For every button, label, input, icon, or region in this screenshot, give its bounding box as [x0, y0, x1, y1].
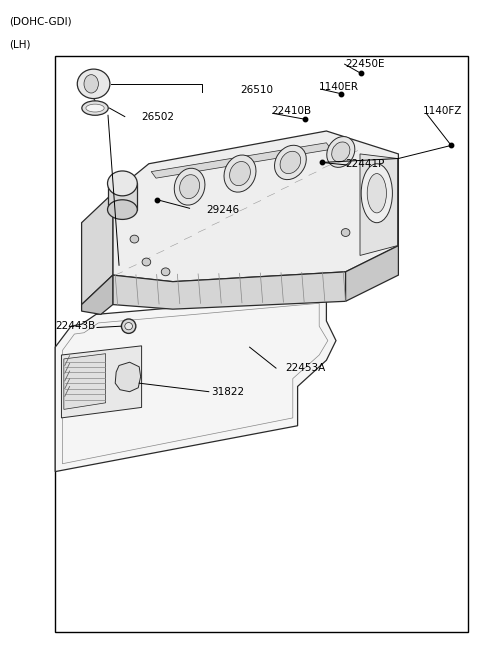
Text: 22410B: 22410B [271, 106, 312, 117]
Ellipse shape [82, 101, 108, 115]
Polygon shape [151, 143, 331, 178]
Polygon shape [108, 183, 137, 210]
Text: 22443B: 22443B [56, 321, 96, 331]
Ellipse shape [161, 268, 170, 276]
Ellipse shape [125, 322, 132, 330]
Ellipse shape [361, 164, 393, 223]
Polygon shape [113, 131, 398, 282]
Ellipse shape [84, 75, 98, 93]
Polygon shape [82, 193, 113, 305]
Ellipse shape [86, 104, 104, 112]
Ellipse shape [180, 175, 200, 198]
Text: 1140FZ: 1140FZ [422, 106, 462, 117]
Ellipse shape [275, 145, 306, 179]
Text: 26510: 26510 [240, 84, 273, 95]
Text: 22453A: 22453A [286, 363, 326, 373]
Ellipse shape [121, 319, 136, 333]
Text: 22441P: 22441P [346, 159, 385, 169]
Polygon shape [360, 154, 397, 255]
Ellipse shape [341, 229, 350, 236]
Text: (LH): (LH) [10, 39, 31, 49]
Text: 31822: 31822 [211, 386, 244, 397]
Ellipse shape [327, 136, 355, 168]
Polygon shape [55, 295, 336, 472]
Bar [55, 56, 468, 632]
Ellipse shape [77, 69, 110, 98]
Text: (DOHC-GDI): (DOHC-GDI) [10, 16, 72, 26]
Polygon shape [64, 354, 106, 409]
Ellipse shape [108, 171, 137, 196]
Ellipse shape [280, 151, 300, 174]
Polygon shape [115, 362, 141, 392]
Ellipse shape [367, 174, 386, 213]
Polygon shape [113, 272, 346, 309]
Polygon shape [61, 346, 142, 418]
Ellipse shape [130, 235, 139, 243]
Ellipse shape [108, 200, 137, 219]
Polygon shape [346, 246, 398, 301]
Text: 29246: 29246 [206, 204, 240, 215]
Text: 22450E: 22450E [346, 59, 385, 69]
Ellipse shape [224, 155, 256, 192]
Text: 26502: 26502 [142, 111, 175, 122]
Ellipse shape [174, 168, 205, 205]
Polygon shape [82, 275, 113, 314]
Ellipse shape [332, 142, 350, 162]
Text: 1140ER: 1140ER [319, 82, 359, 92]
Ellipse shape [229, 162, 251, 185]
Ellipse shape [142, 258, 151, 266]
